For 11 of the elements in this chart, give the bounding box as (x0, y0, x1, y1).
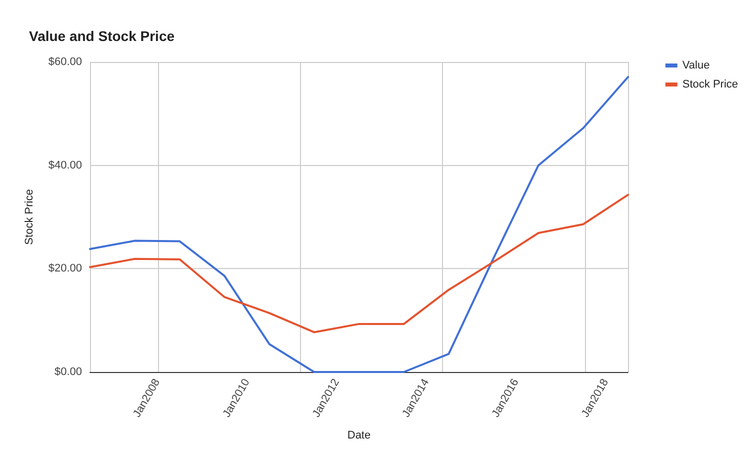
line-series (89, 76, 629, 373)
y-tick-label: $60.00 (48, 56, 82, 68)
legend-label: Stock Price (682, 78, 738, 90)
y-tick-label: $0.00 (54, 366, 82, 378)
line-series (89, 194, 629, 334)
y-tick-label: $20.00 (48, 262, 82, 275)
x-axis-title: Date (347, 430, 371, 442)
y-axis-title: Stock Price (24, 189, 36, 245)
legend-label: Value (682, 60, 710, 72)
y-tick-label: $40.00 (48, 159, 82, 172)
chart-title: Value and Stock Price (29, 28, 175, 44)
